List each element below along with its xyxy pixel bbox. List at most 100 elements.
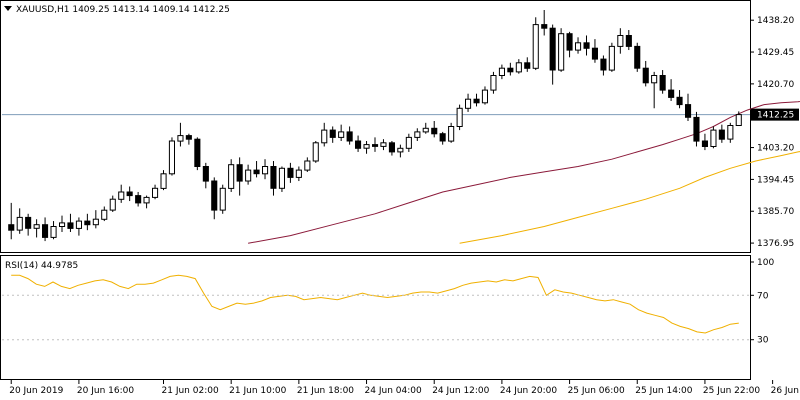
- candle: [118, 184, 125, 203]
- candle: [659, 70, 666, 94]
- candle: [135, 191, 142, 207]
- rsi-pane[interactable]: [2, 274, 750, 341]
- candle: [160, 170, 167, 191]
- time-tick-label: 21 Jun 18:00: [297, 386, 354, 396]
- candle: [92, 210, 99, 229]
- price-tick-label: 1438.20: [757, 16, 794, 26]
- candle: [456, 104, 463, 131]
- candle: [625, 30, 632, 51]
- candle: [8, 202, 15, 240]
- rsi-tick-label: 30: [757, 336, 769, 346]
- chart-title-group: XAUUSD,H1 1409.25 1413.14 1409.14 1412.2…: [4, 5, 230, 15]
- price-tick-label: 1420.70: [757, 80, 794, 90]
- time-tick-label: 20 Jun 2019: [9, 386, 63, 396]
- candle: [583, 35, 590, 56]
- candle: [541, 10, 548, 36]
- candle: [211, 177, 218, 220]
- candle: [75, 217, 83, 236]
- candle: [168, 137, 175, 176]
- price-tick-label: 1403.20: [757, 144, 794, 154]
- price-pane[interactable]: [2, 10, 800, 244]
- rsi-line: [11, 274, 739, 334]
- rsi-tick-label: 70: [757, 291, 769, 301]
- candle: [84, 213, 91, 231]
- price-tick-label: 1429.45: [757, 48, 794, 58]
- candle: [727, 122, 734, 143]
- candle: [346, 126, 353, 145]
- candle: [718, 124, 725, 143]
- candle: [439, 131, 446, 145]
- candle: [481, 86, 488, 105]
- candle: [321, 122, 328, 147]
- candle: [405, 133, 412, 152]
- candle: [532, 17, 539, 71]
- candle: [608, 42, 615, 72]
- candle: [185, 133, 192, 145]
- candle: [109, 195, 116, 212]
- candle: [431, 120, 438, 138]
- candle: [287, 162, 294, 183]
- candle: [270, 161, 277, 196]
- time-tick-label: 26 Jun 08:00: [771, 386, 800, 396]
- candle: [490, 71, 497, 94]
- rsi-title: RSI(14) 44.9785: [5, 261, 78, 271]
- candle: [152, 184, 159, 200]
- candle: [245, 164, 252, 185]
- moving-average-fast: [248, 100, 800, 244]
- candle: [549, 24, 556, 85]
- candle: [177, 122, 184, 147]
- candle: [507, 62, 514, 76]
- candle: [651, 71, 658, 109]
- candle: [515, 59, 522, 74]
- time-tick-label: 24 Jun 12:00: [432, 386, 489, 396]
- price-tick-label: 1385.70: [757, 207, 794, 217]
- time-tick-label: 21 Jun 02:00: [162, 386, 219, 396]
- candle: [685, 93, 692, 121]
- price-tick-label: 1394.45: [757, 175, 794, 185]
- time-tick-label: 20 Jun 16:00: [77, 386, 134, 396]
- candle: [228, 159, 235, 192]
- time-tick-label: 25 Jun 14:00: [635, 386, 692, 396]
- candle: [236, 157, 243, 196]
- candle: [202, 162, 209, 189]
- chart-title: XAUUSD,H1 1409.25 1413.14 1409.14 1412.2…: [16, 5, 230, 15]
- candle: [59, 215, 66, 232]
- candle: [42, 217, 49, 242]
- candle: [668, 79, 675, 101]
- candle: [126, 186, 133, 202]
- current-price-label: 1412.25: [757, 111, 794, 121]
- candle: [473, 93, 480, 107]
- candle: [295, 166, 302, 182]
- candle: [219, 184, 226, 214]
- candle: [304, 157, 311, 172]
- candle: [50, 221, 57, 240]
- candle: [448, 122, 455, 143]
- candle: [414, 128, 421, 142]
- candle: [355, 135, 362, 152]
- candle: [397, 144, 404, 158]
- candle: [566, 31, 573, 58]
- candle: [710, 126, 717, 149]
- candle: [735, 111, 742, 126]
- moving-average-slow: [459, 151, 800, 244]
- chevron-down-icon[interactable]: [4, 6, 12, 11]
- candle: [575, 37, 582, 54]
- candle: [262, 159, 269, 180]
- candle: [338, 124, 345, 142]
- candle: [143, 195, 150, 209]
- candle: [600, 55, 607, 76]
- candle: [498, 64, 505, 80]
- candle: [25, 213, 32, 236]
- candle: [16, 208, 23, 234]
- time-tick-label: 21 Jun 10:00: [229, 386, 286, 396]
- candle: [465, 93, 472, 112]
- candle: [67, 213, 74, 232]
- candle: [253, 161, 260, 178]
- candle: [591, 39, 599, 63]
- candle: [558, 28, 565, 72]
- candle: [101, 206, 108, 222]
- time-tick-label: 25 Jun 22:00: [703, 386, 760, 396]
- time-tick-label: 24 Jun 20:00: [500, 386, 557, 396]
- price-axis: 1438.20 1429.45 1420.70 1403.20 1394.45 1385.…: [750, 16, 799, 249]
